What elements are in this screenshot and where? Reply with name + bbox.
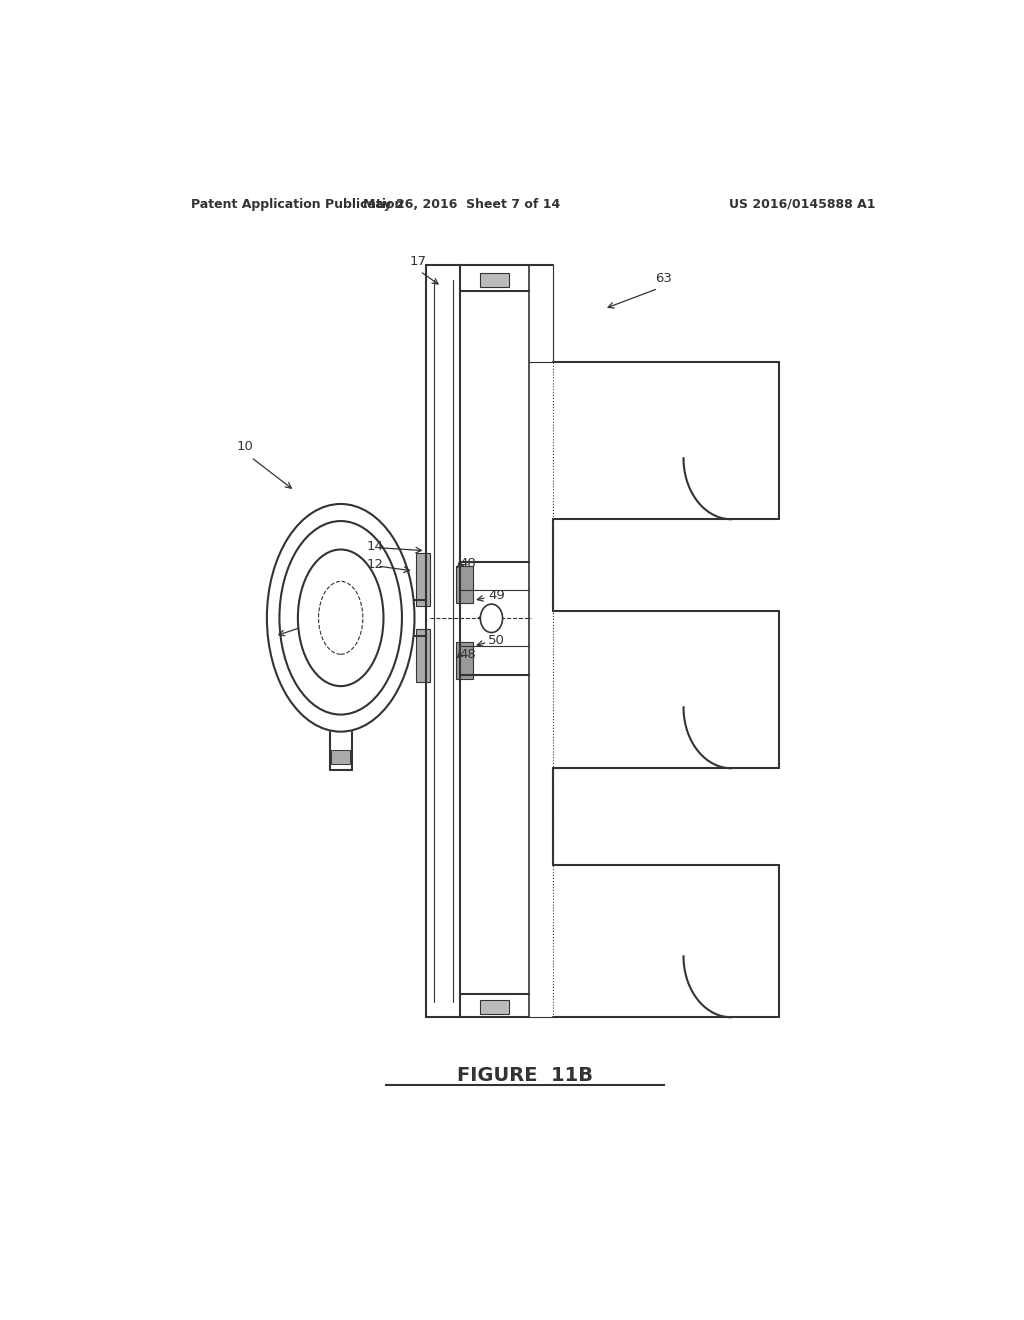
- Bar: [456, 643, 473, 678]
- Text: 52: 52: [318, 601, 336, 614]
- Text: 14: 14: [367, 540, 383, 553]
- Text: 12: 12: [367, 558, 383, 572]
- Text: 16: 16: [342, 602, 359, 615]
- Bar: [416, 553, 430, 606]
- Text: FIGURE  11B: FIGURE 11B: [457, 1065, 593, 1085]
- Text: 63: 63: [655, 272, 672, 285]
- Bar: [416, 630, 430, 682]
- Bar: [480, 1001, 509, 1014]
- Text: US 2016/0145888 A1: US 2016/0145888 A1: [729, 198, 876, 211]
- Text: Patent Application Publication: Patent Application Publication: [191, 198, 403, 211]
- Text: 10: 10: [237, 440, 254, 453]
- Ellipse shape: [267, 504, 415, 731]
- Bar: [331, 750, 350, 764]
- Text: 51: 51: [488, 610, 505, 622]
- Circle shape: [480, 605, 503, 632]
- Ellipse shape: [318, 581, 362, 655]
- Text: 42: 42: [309, 616, 326, 630]
- Text: 50: 50: [488, 634, 505, 647]
- Ellipse shape: [280, 521, 402, 714]
- Text: 48: 48: [460, 557, 476, 570]
- Ellipse shape: [298, 549, 384, 686]
- Text: May 26, 2016  Sheet 7 of 14: May 26, 2016 Sheet 7 of 14: [362, 198, 560, 211]
- Text: 48: 48: [460, 648, 476, 661]
- Text: 17: 17: [410, 255, 426, 268]
- Bar: [456, 566, 473, 602]
- Bar: [480, 273, 509, 288]
- Text: 49: 49: [488, 589, 505, 602]
